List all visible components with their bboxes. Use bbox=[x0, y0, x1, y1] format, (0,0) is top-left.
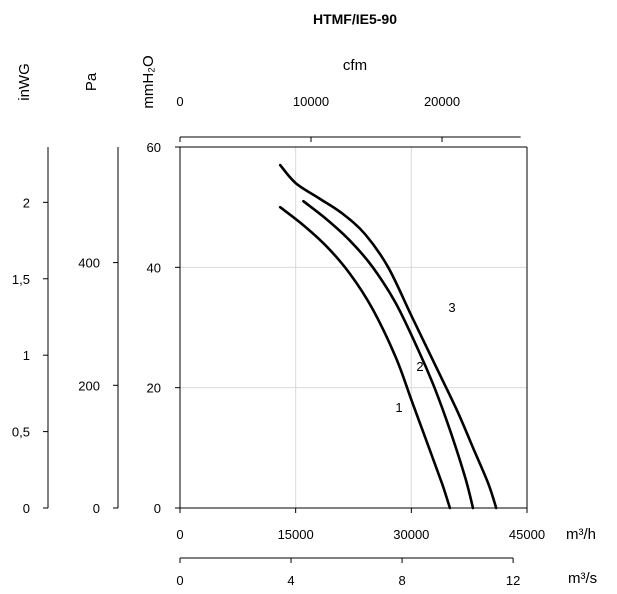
y-tick-label: 0 bbox=[154, 501, 161, 516]
cfm-tick-label: 10000 bbox=[293, 94, 329, 109]
curves bbox=[278, 163, 498, 510]
cfm-tick-label: 0 bbox=[176, 94, 183, 109]
pa-tick-label: 0 bbox=[93, 501, 100, 516]
m3s-tick-label: 8 bbox=[398, 573, 405, 588]
axes bbox=[43, 136, 528, 563]
fan-curve-2 bbox=[302, 199, 475, 510]
y-tick-label: 40 bbox=[147, 260, 161, 275]
curve-label-2: 2 bbox=[416, 359, 423, 374]
curve-label-1: 1 bbox=[395, 400, 402, 415]
cfm-tick-label: 20000 bbox=[424, 94, 460, 109]
fan-curve-3 bbox=[278, 163, 498, 510]
cfm-axis-label: cfm bbox=[343, 57, 367, 74]
pa-tick-label: 400 bbox=[78, 256, 100, 271]
inwg-tick-label: 0 bbox=[23, 501, 30, 516]
inwg-axis-label: inWG bbox=[16, 63, 33, 101]
inwg-tick-label: 1 bbox=[23, 348, 30, 363]
m3s-tick-label: 4 bbox=[287, 573, 294, 588]
inwg-tick-label: 0,5 bbox=[12, 425, 30, 440]
chart-title: HTMF/IE5-90 bbox=[313, 11, 397, 27]
inwg-tick-label: 2 bbox=[23, 195, 30, 210]
m3s-axis-label: m³/s bbox=[568, 570, 597, 587]
inwg-tick-label: 1,5 bbox=[12, 272, 30, 287]
x-tick-label: 30000 bbox=[393, 527, 429, 542]
x-axis-label: m³/h bbox=[566, 526, 596, 543]
x-tick-label: 0 bbox=[176, 527, 183, 542]
x-tick-label: 15000 bbox=[278, 527, 314, 542]
pa-tick-label: 200 bbox=[78, 378, 100, 393]
mmh2o-axis-label: mmH₂O bbox=[140, 55, 157, 108]
y-tick-label: 20 bbox=[147, 381, 161, 396]
pa-axis-label: Pa bbox=[83, 72, 100, 91]
m3s-tick-label: 0 bbox=[176, 573, 183, 588]
curve-label-3: 3 bbox=[448, 300, 455, 315]
m3s-tick-label: 12 bbox=[506, 573, 520, 588]
y-tick-label: 60 bbox=[147, 140, 161, 155]
x-tick-label: 45000 bbox=[509, 527, 545, 542]
fan-curve-1 bbox=[278, 205, 452, 510]
